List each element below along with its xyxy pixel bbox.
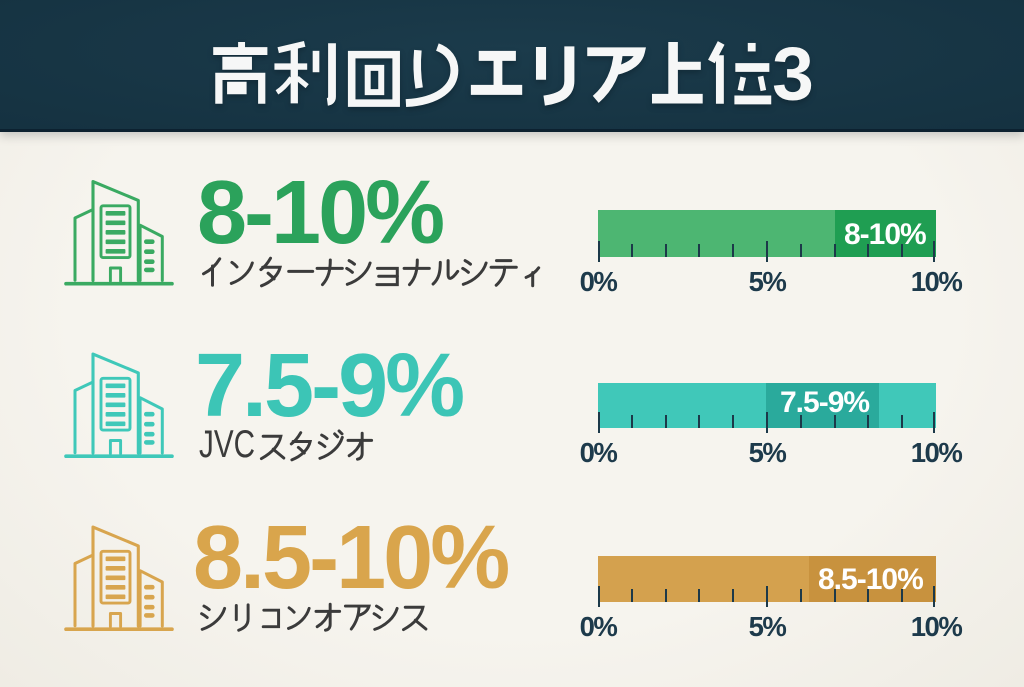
svg-text:3: 3 <box>772 32 814 116</box>
